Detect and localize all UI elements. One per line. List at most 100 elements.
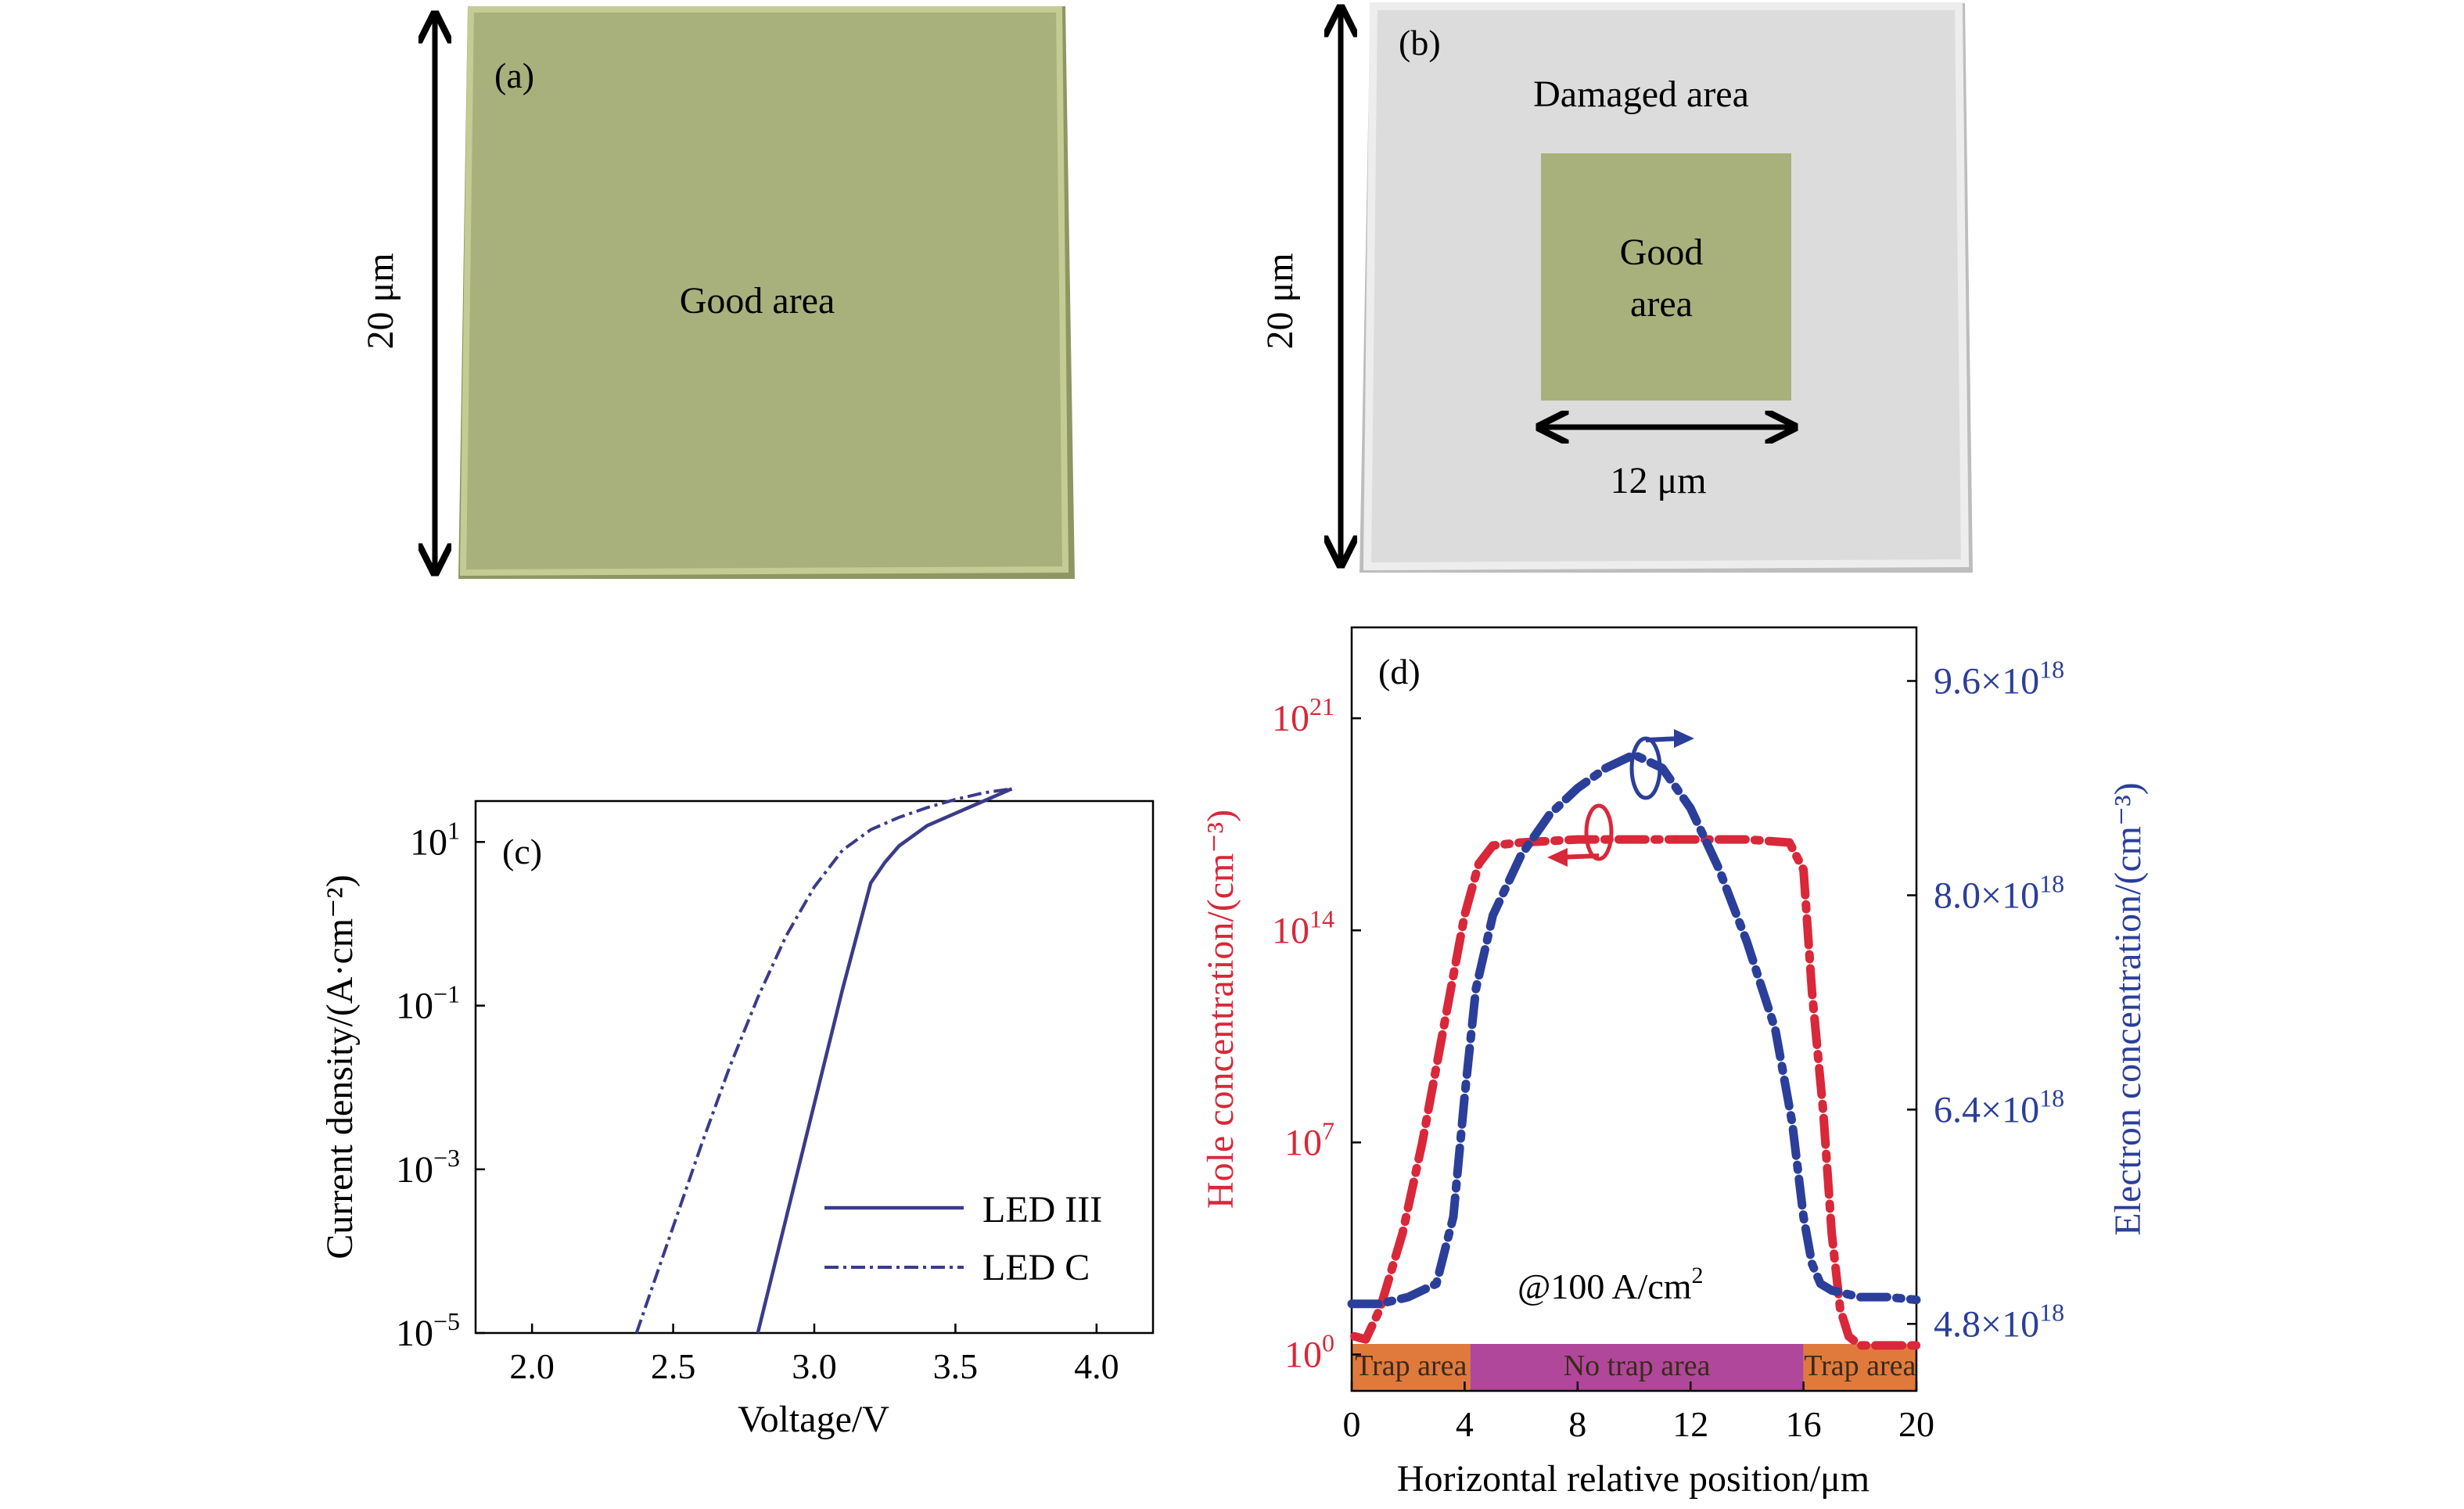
x-tick-label: 12 <box>1672 1404 1708 1444</box>
panel-d-regions: Trap area No trap area Trap area <box>1352 1344 1916 1391</box>
x-tick-label: 2.0 <box>509 1346 555 1386</box>
y-tick-label: 101 <box>410 816 460 863</box>
hole-axis-arrowhead-icon <box>1547 848 1568 867</box>
panel-b-good-area <box>1541 153 1791 401</box>
series-line-led-iii <box>756 787 1013 1334</box>
panel-a-dimension-label: 20 μm <box>360 253 401 349</box>
panel-c-x-axis-label: Voltage/V <box>738 1399 889 1440</box>
region-label: Trap area <box>1355 1349 1467 1382</box>
panel-d-left-y-axis-label: Hole concentration/(cm⁻³) <box>1200 810 1241 1209</box>
panel-d-label: (d) <box>1378 652 1421 692</box>
panel-a-good-area-label: Good area <box>680 280 835 322</box>
left-y-tick-label-exp: 7 <box>1322 1116 1334 1144</box>
y-tick-label-base: 10 <box>396 1313 433 1354</box>
x-tick-label: 3.0 <box>792 1346 837 1386</box>
panel-d-electron-axis-marker <box>1629 729 1694 800</box>
panel-d-x-axis: 0 4 8 12 16 20 <box>1343 1381 1934 1444</box>
panel-c-y-axis-label: Current density/(A·cm⁻²) <box>319 875 361 1259</box>
right-y-tick-label: 4.8×1018 <box>1934 1298 2064 1345</box>
panel-d-plot-frame <box>1350 626 1918 1392</box>
panel-a: (a) Good area 20 μm <box>360 6 1075 579</box>
left-y-tick-label: 1021 <box>1272 692 1334 739</box>
left-y-tick-label-base: 10 <box>1284 1122 1322 1163</box>
left-y-tick-label-exp: 14 <box>1309 904 1334 932</box>
panel-b: (b) Damaged area Good area 12 μm 20 μm <box>1259 2 1973 573</box>
y-tick-label: 10−3 <box>396 1144 460 1191</box>
legend-label-led-iii: LED III <box>982 1189 1102 1231</box>
x-tick-label: 4.0 <box>1074 1346 1119 1386</box>
right-y-tick-label-base: 9.6×10 <box>1934 660 2039 702</box>
panel-c-series <box>634 787 1013 1334</box>
y-tick-label-exp: −3 <box>433 1144 460 1172</box>
panel-c-x-axis: 2.0 2.5 3.0 3.5 4.0 <box>509 1324 1119 1386</box>
right-y-tick-label-exp: 18 <box>2039 1298 2064 1326</box>
left-y-tick-label-base: 10 <box>1272 910 1309 951</box>
x-tick-label: 16 <box>1786 1404 1822 1444</box>
panel-b-good-label-line2: area <box>1630 283 1693 325</box>
y-tick-label-exp: 1 <box>447 816 460 844</box>
right-y-tick-label-exp: 18 <box>2039 655 2064 683</box>
y-tick-label-exp: −5 <box>433 1307 460 1335</box>
right-y-tick-label-base: 6.4×10 <box>1934 1089 2039 1130</box>
panel-c-label: (c) <box>502 832 542 871</box>
right-y-tick-label-base: 4.8×10 <box>1934 1303 2039 1345</box>
electron-axis-arrowhead-icon <box>1674 729 1694 748</box>
left-y-tick-label-exp: 0 <box>1322 1329 1334 1357</box>
y-tick-label-exp: −1 <box>433 980 460 1008</box>
panel-d-chart: Trap area No trap area Trap area (d) @100 … <box>1200 626 2149 1500</box>
right-y-tick-label: 9.6×1018 <box>1934 655 2064 702</box>
legend-label-led-c: LED C <box>982 1247 1090 1288</box>
y-tick-label: 10−1 <box>396 980 460 1027</box>
panel-d-annotation: @100 A/cm2 <box>1518 1263 1704 1306</box>
region-label: No trap area <box>1564 1349 1711 1382</box>
y-tick-label-base: 10 <box>396 986 433 1027</box>
x-tick-label: 0 <box>1343 1404 1361 1444</box>
panel-d-series <box>1347 750 1921 1350</box>
y-tick-label-base: 10 <box>396 1149 433 1191</box>
left-y-tick-label: 107 <box>1284 1116 1334 1163</box>
right-y-tick-label-exp: 18 <box>2039 1083 2064 1112</box>
x-tick-label: 4 <box>1456 1404 1474 1444</box>
x-tick-label: 20 <box>1898 1404 1934 1444</box>
panel-a-label: (a) <box>494 56 534 95</box>
annotation-superscript: 2 <box>1692 1263 1704 1288</box>
panel-d-hole-axis-marker <box>1547 803 1614 867</box>
panel-d-right-y-axis-label: Electron concentration/(cm⁻³) <box>2107 782 2149 1235</box>
left-y-tick-label: 100 <box>1284 1329 1334 1376</box>
left-y-tick-label-base: 10 <box>1284 1335 1322 1376</box>
left-y-tick-label-exp: 21 <box>1309 692 1334 720</box>
panel-b-damaged-label: Damaged area <box>1533 74 1749 115</box>
region-band <box>1352 1344 1471 1391</box>
region-band <box>1803 1344 1916 1391</box>
panel-a-good-area <box>459 6 1069 577</box>
x-tick-label: 2.5 <box>651 1346 696 1386</box>
left-y-tick-label-base: 10 <box>1272 698 1309 739</box>
region-band <box>1470 1344 1804 1391</box>
y-tick-label-base: 10 <box>410 821 447 863</box>
series-line-electron-concentration <box>1347 750 1921 1309</box>
panel-b-good-label-line1: Good <box>1620 232 1704 273</box>
panel-b-height-label: 20 μm <box>1259 253 1301 349</box>
x-tick-label: 3.5 <box>933 1346 979 1386</box>
panel-b-width-label: 12 μm <box>1610 460 1706 501</box>
right-y-tick-label-exp: 18 <box>2039 869 2064 897</box>
left-y-tick-label: 1014 <box>1272 904 1334 951</box>
panel-d-x-axis-label: Horizontal relative position/μm <box>1397 1458 1870 1500</box>
panel-b-label: (b) <box>1399 23 1441 63</box>
annotation-text: @100 A/cm <box>1518 1266 1692 1306</box>
series-line-led-c <box>634 787 1012 1334</box>
right-y-tick-label-base: 8.0×10 <box>1934 875 2039 916</box>
series-line-hole-concentration <box>1350 835 1921 1350</box>
right-y-tick-label: 8.0×1018 <box>1934 869 2064 916</box>
hole-axis-ellipse <box>1584 803 1614 861</box>
panel-c-legend: LED III LED C <box>824 1189 1102 1288</box>
right-y-tick-label: 6.4×1018 <box>1934 1083 2064 1130</box>
x-tick-label: 8 <box>1568 1404 1586 1444</box>
y-tick-label: 10−5 <box>396 1307 460 1354</box>
region-label: Trap area <box>1804 1349 1916 1382</box>
